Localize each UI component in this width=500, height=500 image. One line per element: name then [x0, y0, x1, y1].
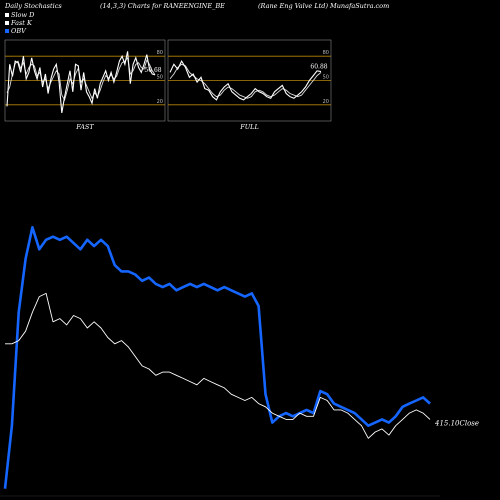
legend: Slow D Fast K OBV [5, 11, 34, 35]
obv-line [3, 226, 431, 489]
legend-item-obv: OBV [5, 27, 34, 35]
legend-label-obv: OBV [11, 27, 26, 35]
full-level-label-50: 50 [323, 75, 329, 81]
full-level-label-80: 80 [323, 50, 329, 56]
legend-item-fast-k: Fast K [5, 19, 34, 27]
chart-subtitle: (14,3,3) Charts for RANEENGINE_BE [100, 2, 225, 10]
fast-panel-label: FAST [75, 123, 94, 131]
full-last-value: 60.88 [310, 64, 327, 71]
full-level-label-20: 20 [323, 99, 329, 105]
fast-series-line-2 [6, 51, 156, 113]
chart-source: (Rane Eng Valve Ltd) MunafaSutra.com [258, 2, 390, 10]
legend-item-slow-d: Slow D [5, 11, 34, 19]
full-panel-label: FULL [239, 123, 259, 131]
fast-series-line-1 [6, 56, 156, 102]
legend-label-slow-d: Slow D [11, 11, 35, 19]
fast-level-label-50: 50 [157, 75, 163, 81]
chart-title: Daily Stochastics [5, 2, 62, 10]
fast-level-label-20: 20 [157, 99, 163, 105]
close-value-label: 415.10Close [434, 419, 479, 427]
legend-swatch-fast-k [5, 21, 9, 25]
legend-swatch-obv [5, 29, 9, 33]
full-series-line-1 [169, 63, 322, 99]
legend-label-fast-k: Fast K [11, 19, 32, 27]
close-price-line [5, 292, 431, 439]
fast-level-label-80: 80 [157, 50, 163, 56]
full-series-line-2 [169, 59, 322, 101]
fast-last-value: 56.68 [144, 67, 161, 74]
legend-swatch-slow-d [5, 13, 9, 17]
